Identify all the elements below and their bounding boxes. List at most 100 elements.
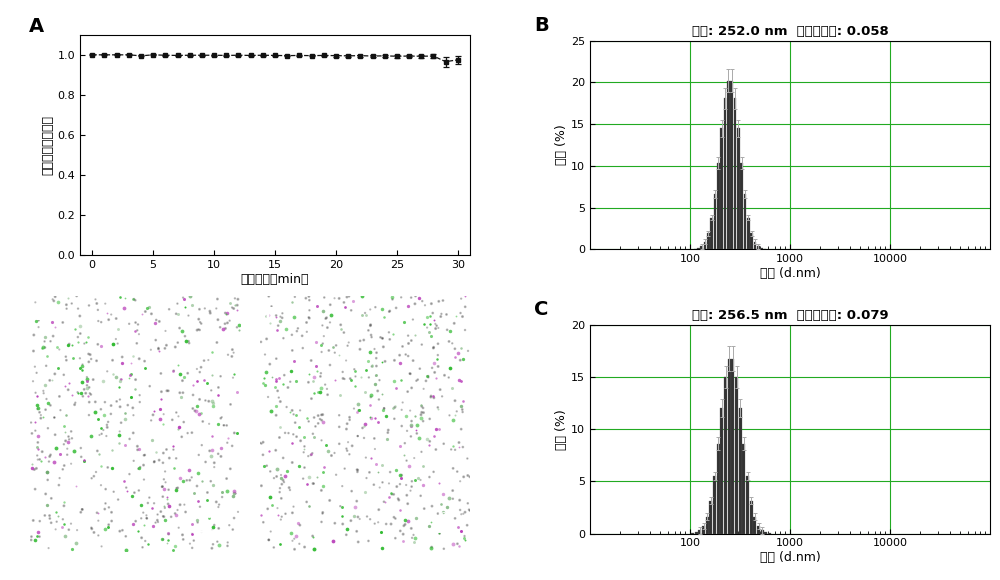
Point [211,524,227,533]
Point [103,401,119,410]
Point [95,425,111,434]
Point [217,319,233,328]
Point [403,524,419,533]
Point [194,440,210,450]
Point [338,425,354,434]
Point [339,525,355,534]
Point [260,504,276,513]
Point [189,376,205,386]
Point [395,342,411,351]
Point [174,432,190,441]
Point [67,325,83,334]
Point [340,341,356,350]
Point [120,400,136,409]
Point [459,454,475,463]
Bar [761,530,764,534]
Point [116,476,132,485]
Point [184,528,200,537]
Point [266,543,282,552]
Point [154,482,170,491]
Point [61,339,77,349]
Point [217,309,233,318]
Point [146,458,162,467]
Point [339,292,355,302]
Point [453,309,469,318]
Point [192,395,208,404]
Point [35,343,51,352]
Point [315,481,331,491]
Point [261,447,277,456]
Point [419,372,435,381]
Point [160,499,176,509]
Point [316,293,332,302]
Point [67,398,83,407]
Point [406,454,422,463]
Point [177,332,193,341]
Point [40,423,56,433]
Point [94,542,110,551]
Point [457,302,473,311]
Point [334,512,350,521]
Point [76,339,92,348]
Point [222,464,238,473]
Point [438,310,454,319]
Point [108,372,124,381]
Point [322,318,338,327]
Point [296,444,312,454]
Point [118,532,134,541]
Point [383,488,399,498]
Point [40,475,56,484]
Point [392,480,408,489]
Point [209,537,225,546]
Point [146,407,162,416]
Point [334,502,350,511]
Point [222,299,238,308]
Point [171,523,187,532]
Point [104,464,120,473]
Point [346,365,362,374]
Point [455,509,471,519]
Point [428,324,444,333]
Point [191,450,207,459]
Point [305,429,321,438]
Point [81,349,97,358]
Point [173,393,189,402]
Point [357,419,373,429]
Point [74,361,90,371]
Point [275,380,291,389]
Point [414,402,430,411]
Point [284,536,300,545]
Point [449,407,465,416]
Point [159,492,175,502]
X-axis label: 孵育时间（min）: 孵育时间（min） [241,273,309,286]
Point [52,450,68,459]
Point [205,481,221,490]
Point [337,302,353,311]
Point [268,354,284,363]
Point [358,473,374,483]
Point [80,392,96,401]
Point [38,394,54,404]
Point [354,423,370,433]
Point [341,292,357,301]
Point [219,438,235,447]
Point [182,539,198,548]
Point [408,425,424,434]
Point [395,530,411,539]
Point [95,376,111,385]
Point [168,485,184,495]
Point [204,543,220,553]
Point [143,309,159,318]
Point [103,310,119,319]
Point [45,295,61,304]
Point [323,451,339,460]
Point [215,324,231,334]
Point [155,482,171,491]
Point [362,400,378,409]
Point [136,461,152,470]
Point [425,343,441,353]
Point [339,446,355,455]
Point [455,443,471,452]
Bar [737,128,740,249]
Point [403,336,419,345]
